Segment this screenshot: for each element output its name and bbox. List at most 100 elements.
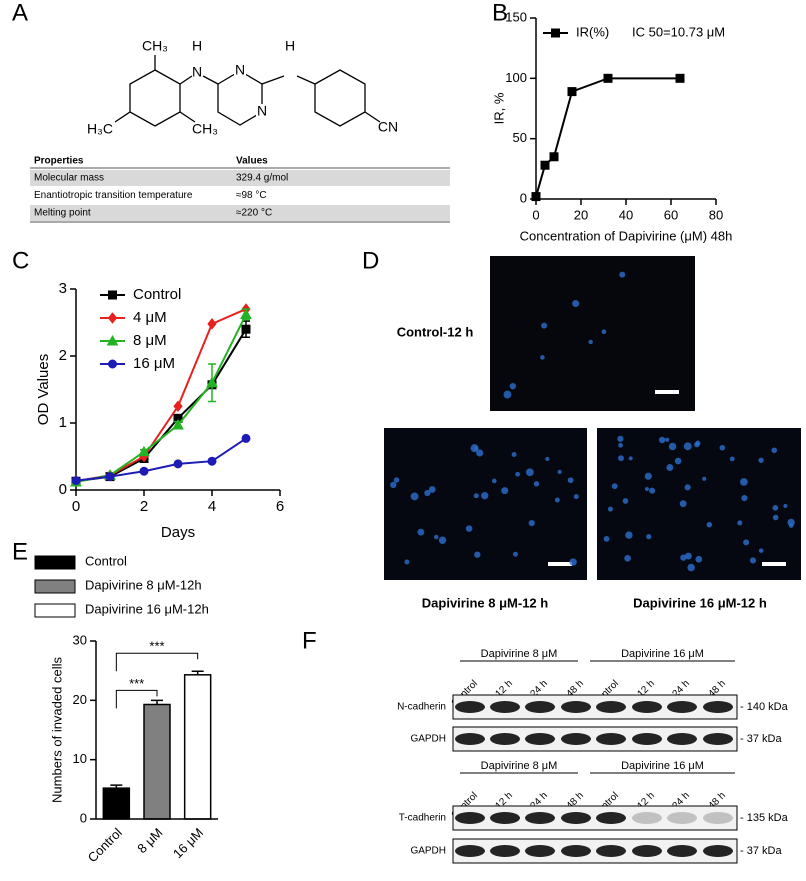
marker <box>138 445 150 457</box>
cell <box>509 382 517 390</box>
band <box>596 733 626 745</box>
cell <box>569 558 577 566</box>
band <box>561 845 591 857</box>
cell <box>622 498 629 504</box>
blot-kda: - 135 kDa <box>740 812 789 824</box>
cell <box>687 563 695 572</box>
band <box>632 701 662 713</box>
legend-swatch <box>34 579 76 594</box>
cell <box>680 554 687 561</box>
band <box>632 733 662 745</box>
panel-label: B <box>492 0 508 26</box>
band <box>632 812 662 824</box>
cell <box>740 478 748 486</box>
band <box>596 845 626 857</box>
scale-bars <box>548 390 786 566</box>
cell <box>719 444 726 451</box>
marker <box>675 73 685 83</box>
cell <box>758 548 764 553</box>
band <box>703 701 733 713</box>
band <box>525 812 555 824</box>
atom-label: H <box>285 38 295 54</box>
cell <box>749 557 757 564</box>
legend-swatch <box>34 603 76 618</box>
marker <box>107 312 118 324</box>
cell <box>438 536 447 544</box>
marker <box>531 192 541 202</box>
cell <box>694 442 700 448</box>
marker <box>172 418 184 430</box>
x-axis-label: Concentration of Dapivirine (μM) 48h <box>520 228 733 243</box>
y-tick-label: 20 <box>73 692 87 707</box>
table-cell: ≈98 °C <box>236 190 267 201</box>
cell <box>758 457 764 463</box>
cells <box>390 271 795 572</box>
table-cell: ≈220 °C <box>236 208 272 219</box>
atom-label: H <box>192 38 202 54</box>
cell <box>618 442 623 448</box>
cell <box>646 534 652 540</box>
band <box>455 733 485 745</box>
cell <box>528 519 535 527</box>
blot-row-label: N-cadherin <box>397 702 446 713</box>
table-cell: Melting point <box>34 208 91 219</box>
legend-label: 8 μM <box>133 332 167 349</box>
x-tick-label: 20 <box>574 207 588 222</box>
x-tick-label: 6 <box>276 498 284 515</box>
blot-group-label: Dapivirine 8 μM <box>481 760 558 772</box>
band <box>667 701 697 713</box>
cell <box>674 457 682 465</box>
x-tick-label: 2 <box>140 498 148 515</box>
cell <box>702 476 707 481</box>
cell <box>572 299 580 308</box>
cell <box>473 493 479 499</box>
cell <box>607 506 614 512</box>
y-tick-label: 0 <box>520 190 527 205</box>
y-tick-label: 150 <box>505 9 527 24</box>
cell <box>684 484 691 491</box>
significance-label: *** <box>129 676 144 691</box>
legend-label: 16 μM <box>133 355 175 372</box>
legend-label: IR(%) <box>576 24 609 39</box>
table-row-bg <box>30 170 450 186</box>
panel-label: D <box>362 247 379 274</box>
band <box>703 812 733 824</box>
cell <box>601 329 607 335</box>
marker <box>108 359 117 369</box>
band <box>455 845 485 857</box>
panel-label: C <box>12 247 29 274</box>
legend-label: Control <box>85 553 127 568</box>
significance-label: *** <box>149 639 164 654</box>
cell <box>501 487 509 495</box>
blot-group-label: Dapivirine 16 μM <box>621 648 704 660</box>
x-tick-label: 40 <box>619 207 633 222</box>
table-row-bg <box>30 205 450 221</box>
band <box>596 812 626 824</box>
band <box>455 812 485 824</box>
x-tick-label: 4 <box>208 498 216 515</box>
band <box>561 812 591 824</box>
band <box>561 701 591 713</box>
cell <box>393 477 400 483</box>
cell <box>617 435 624 442</box>
cell <box>417 528 425 536</box>
image-label: Control-12 h <box>397 324 474 339</box>
cell <box>533 481 540 487</box>
cell <box>741 494 748 502</box>
y-tick-label: 3 <box>59 280 67 297</box>
bar <box>183 674 212 820</box>
atom-label: CH₃ <box>142 38 168 54</box>
blot-group-label: Dapivirine 16 μM <box>621 760 704 772</box>
cell <box>513 551 518 557</box>
band <box>667 845 697 857</box>
table-header: Values <box>236 156 268 167</box>
cell <box>545 456 550 462</box>
atom-label: CH₃ <box>192 121 218 137</box>
cell <box>644 472 652 480</box>
marker <box>603 73 613 83</box>
panel-label: A <box>12 0 28 26</box>
band <box>667 733 697 745</box>
marker <box>241 324 251 334</box>
cell <box>511 452 517 457</box>
x-axis-label: Days <box>161 524 195 541</box>
